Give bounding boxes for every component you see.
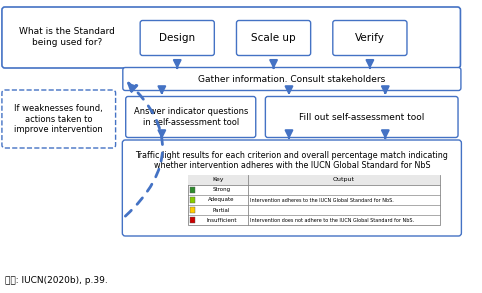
FancyBboxPatch shape: [2, 7, 460, 68]
Text: Output: Output: [333, 178, 355, 183]
FancyBboxPatch shape: [122, 140, 461, 236]
Text: Scale up: Scale up: [251, 33, 296, 43]
Bar: [190, 217, 195, 223]
Text: 자료: IUCN(2020b), p.39.: 자료: IUCN(2020b), p.39.: [5, 276, 107, 285]
Text: Intervention does not adhere to the IUCN Global Standard for NbS.: Intervention does not adhere to the IUCN…: [251, 217, 415, 222]
Text: Design: Design: [159, 33, 195, 43]
Bar: [188, 175, 440, 225]
Text: Intervention adheres to the IUCN Global Standard for NbS.: Intervention adheres to the IUCN Global …: [251, 197, 394, 202]
Text: Fill out self-assessment tool: Fill out self-assessment tool: [299, 113, 424, 122]
FancyBboxPatch shape: [266, 96, 458, 137]
Text: Strong: Strong: [213, 188, 230, 193]
Bar: [190, 187, 195, 193]
Bar: [190, 197, 195, 203]
Bar: [188, 175, 440, 185]
Bar: [190, 207, 195, 213]
Text: Traffic light results for each criterion and overall percentage match indicating: Traffic light results for each criterion…: [135, 151, 448, 171]
Text: Adequate: Adequate: [208, 197, 235, 202]
Text: If weaknesses found,
actions taken to
improve intervention: If weaknesses found, actions taken to im…: [14, 104, 103, 134]
Text: Insufficient: Insufficient: [206, 217, 237, 222]
FancyBboxPatch shape: [237, 21, 310, 55]
Text: What is the Standard
being used for?: What is the Standard being used for?: [19, 27, 115, 47]
FancyBboxPatch shape: [126, 96, 256, 137]
FancyBboxPatch shape: [140, 21, 214, 55]
Text: Gather information. Consult stakeholders: Gather information. Consult stakeholders: [198, 74, 386, 84]
Text: Verify: Verify: [355, 33, 385, 43]
FancyBboxPatch shape: [333, 21, 407, 55]
FancyBboxPatch shape: [123, 67, 461, 91]
Text: Key: Key: [212, 178, 224, 183]
Text: Partial: Partial: [213, 207, 230, 212]
Text: Answer indicator questions
in self-assessment tool: Answer indicator questions in self-asses…: [134, 107, 248, 127]
FancyBboxPatch shape: [2, 90, 116, 148]
